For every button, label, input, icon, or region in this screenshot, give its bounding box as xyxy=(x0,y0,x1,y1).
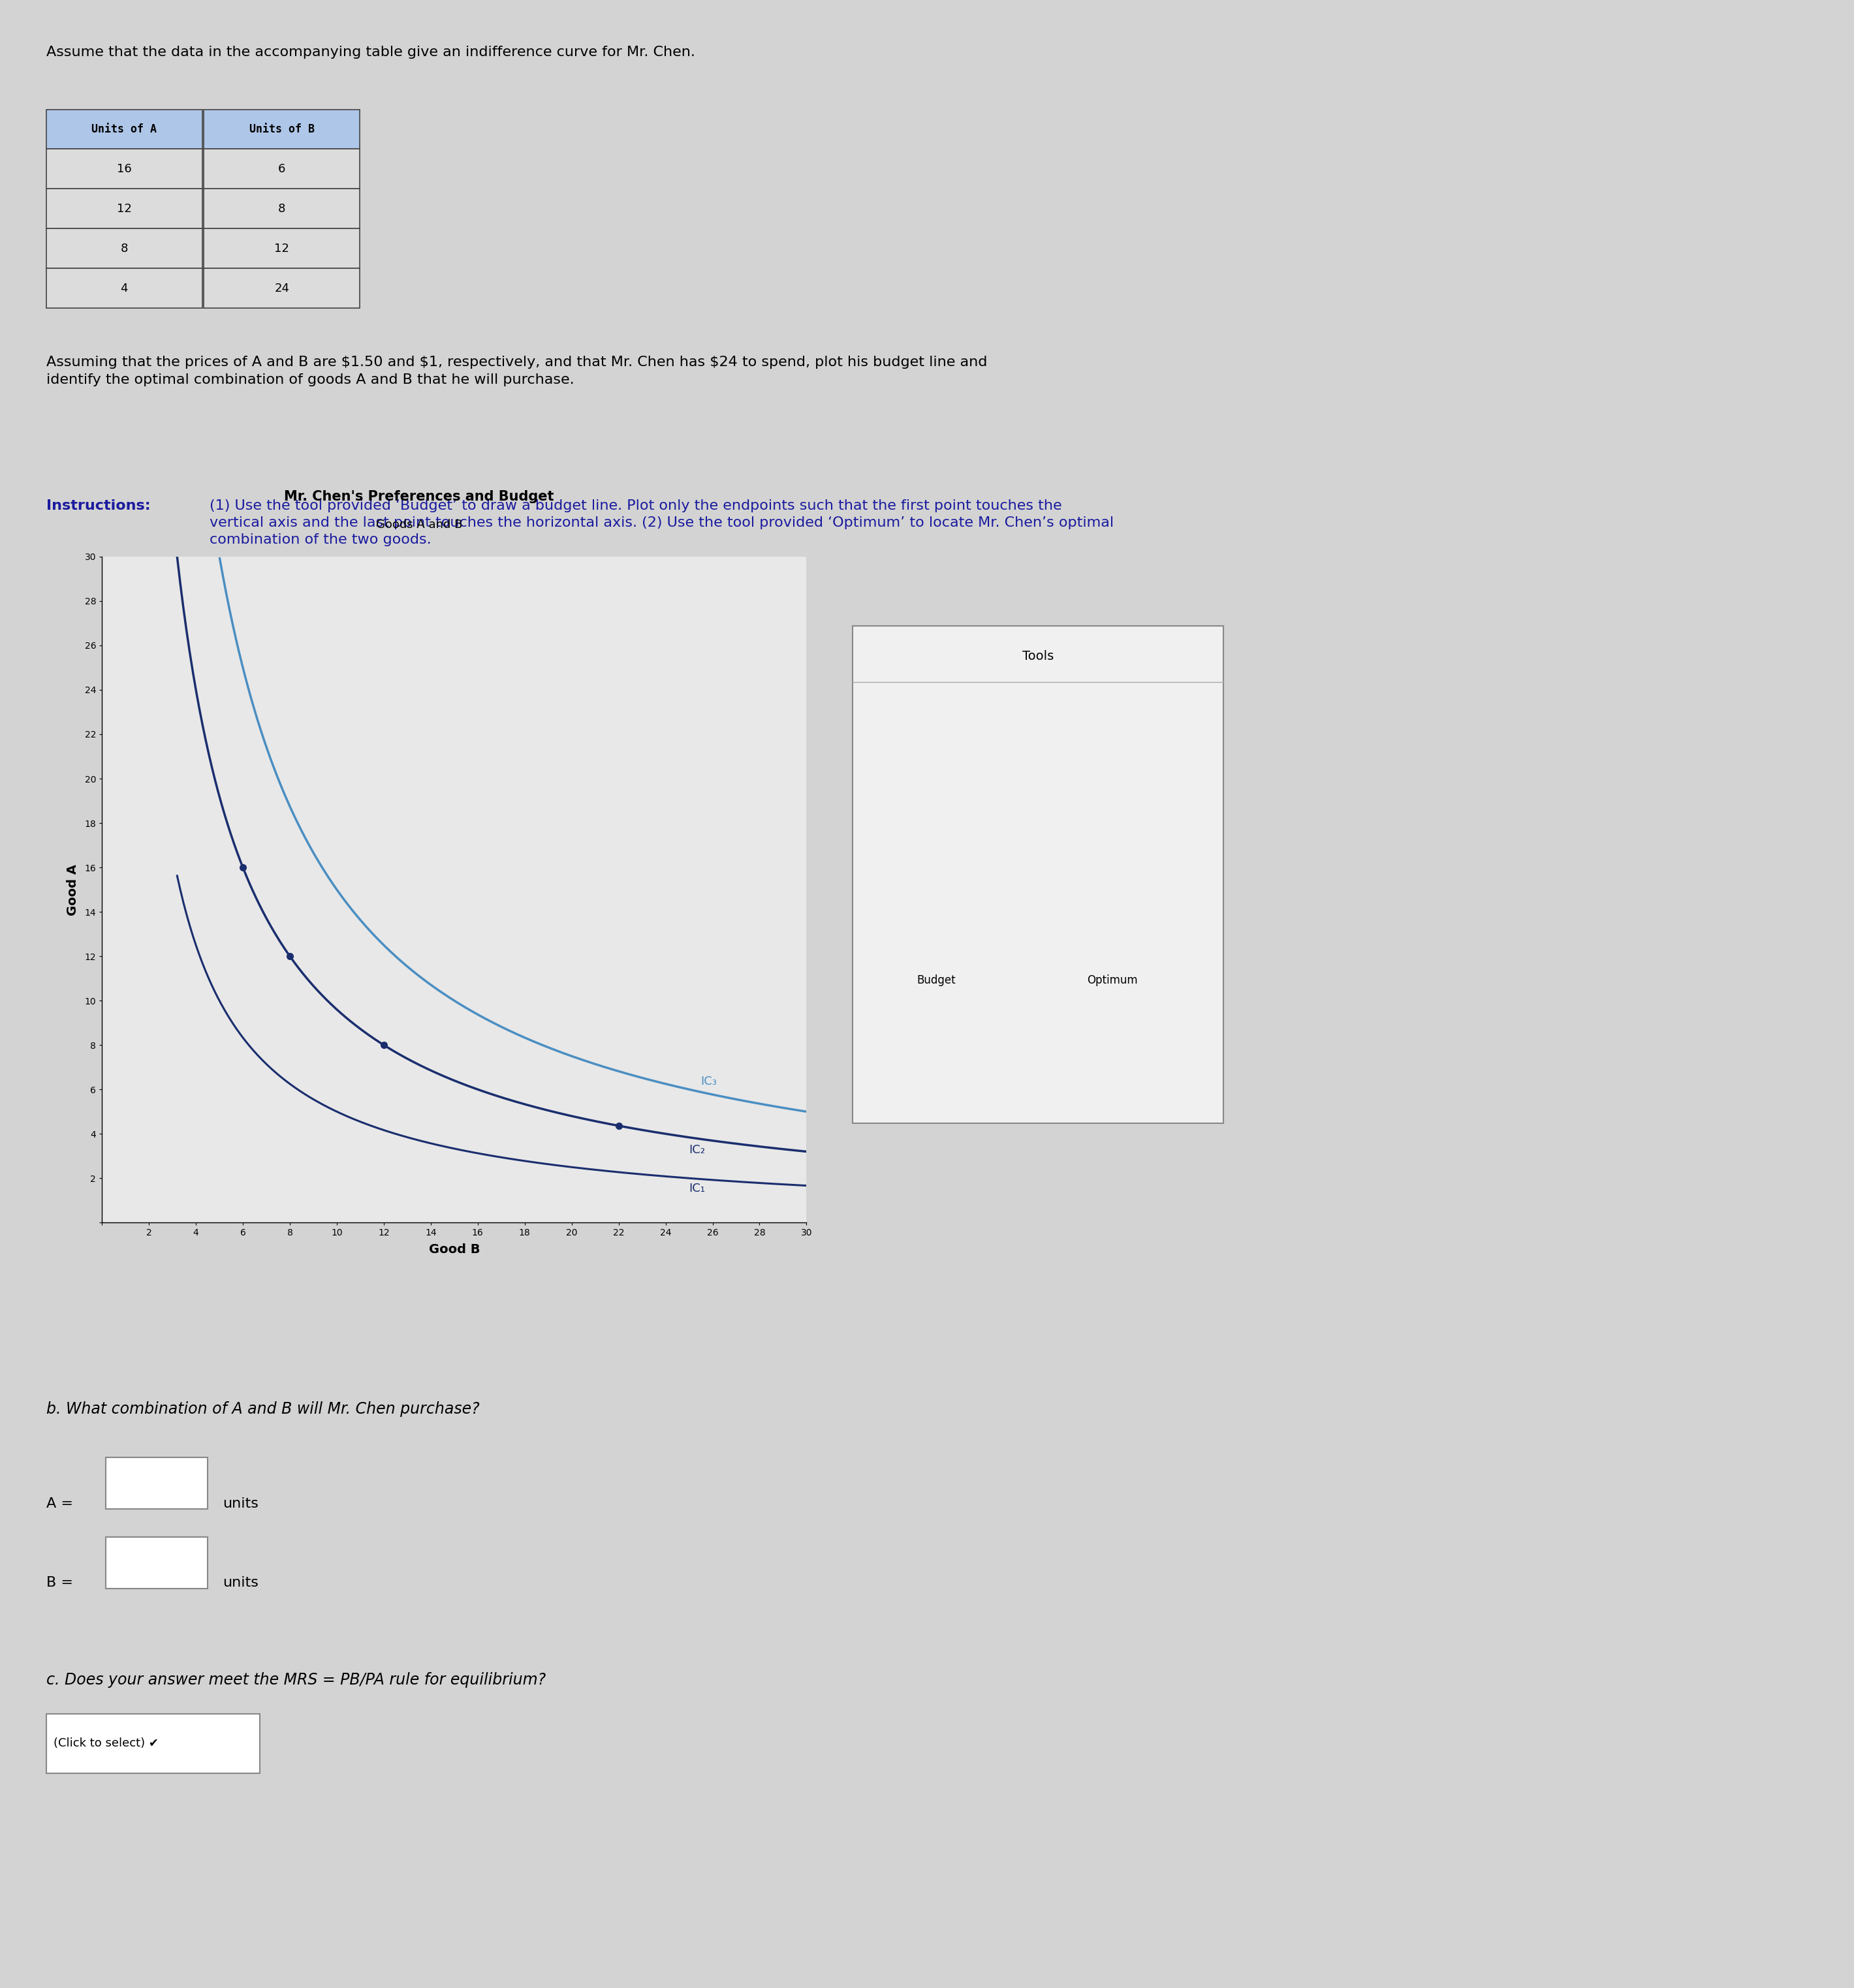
Text: Optimum: Optimum xyxy=(1086,974,1138,986)
Circle shape xyxy=(1059,761,1166,928)
Text: A =: A = xyxy=(46,1497,72,1511)
Text: B =: B = xyxy=(46,1576,72,1590)
Circle shape xyxy=(1094,773,1131,829)
Text: 12: 12 xyxy=(274,243,289,254)
Text: Assume that the data in the accompanying table give an indifference curve for Mr: Assume that the data in the accompanying… xyxy=(46,46,695,60)
Text: b. What combination of A and B will Mr. Chen purchase?: b. What combination of A and B will Mr. … xyxy=(46,1402,480,1417)
Text: IC₂: IC₂ xyxy=(690,1143,705,1155)
Text: (Click to select) ✔: (Click to select) ✔ xyxy=(54,1738,159,1749)
Text: Assuming that the prices of A and B are $1.50 and $1, respectively, and that Mr.: Assuming that the prices of A and B are … xyxy=(46,356,988,386)
Text: (1) Use the tool provided ‘Budget’ to draw a budget line. Plot only the endpoint: (1) Use the tool provided ‘Budget’ to dr… xyxy=(210,499,1114,547)
Text: Units of A: Units of A xyxy=(91,123,158,135)
Text: units: units xyxy=(222,1576,258,1590)
Text: 8: 8 xyxy=(121,243,128,254)
Text: 16: 16 xyxy=(117,163,132,175)
Text: IC₃: IC₃ xyxy=(701,1076,717,1087)
Text: 8: 8 xyxy=(278,203,286,215)
Text: Goods A and B: Goods A and B xyxy=(376,519,462,531)
Text: Mr. Chen's Preferences and Budget: Mr. Chen's Preferences and Budget xyxy=(284,489,554,503)
Text: Units of B: Units of B xyxy=(248,123,315,135)
Text: IC₁: IC₁ xyxy=(690,1183,705,1195)
Text: 24: 24 xyxy=(274,282,289,294)
Y-axis label: Good A: Good A xyxy=(67,865,80,914)
Text: c. Does your answer meet the MRS = PB/PA rule for equilibrium?: c. Does your answer meet the MRS = PB/PA… xyxy=(46,1672,545,1688)
Text: Tools: Tools xyxy=(1023,650,1053,662)
Circle shape xyxy=(883,761,990,928)
X-axis label: Good B: Good B xyxy=(428,1242,480,1256)
Text: 12: 12 xyxy=(117,203,132,215)
Text: units: units xyxy=(222,1497,258,1511)
Text: 6: 6 xyxy=(278,163,286,175)
Text: Instructions:: Instructions: xyxy=(46,499,156,513)
Text: 4: 4 xyxy=(121,282,128,294)
Text: Budget: Budget xyxy=(918,974,955,986)
